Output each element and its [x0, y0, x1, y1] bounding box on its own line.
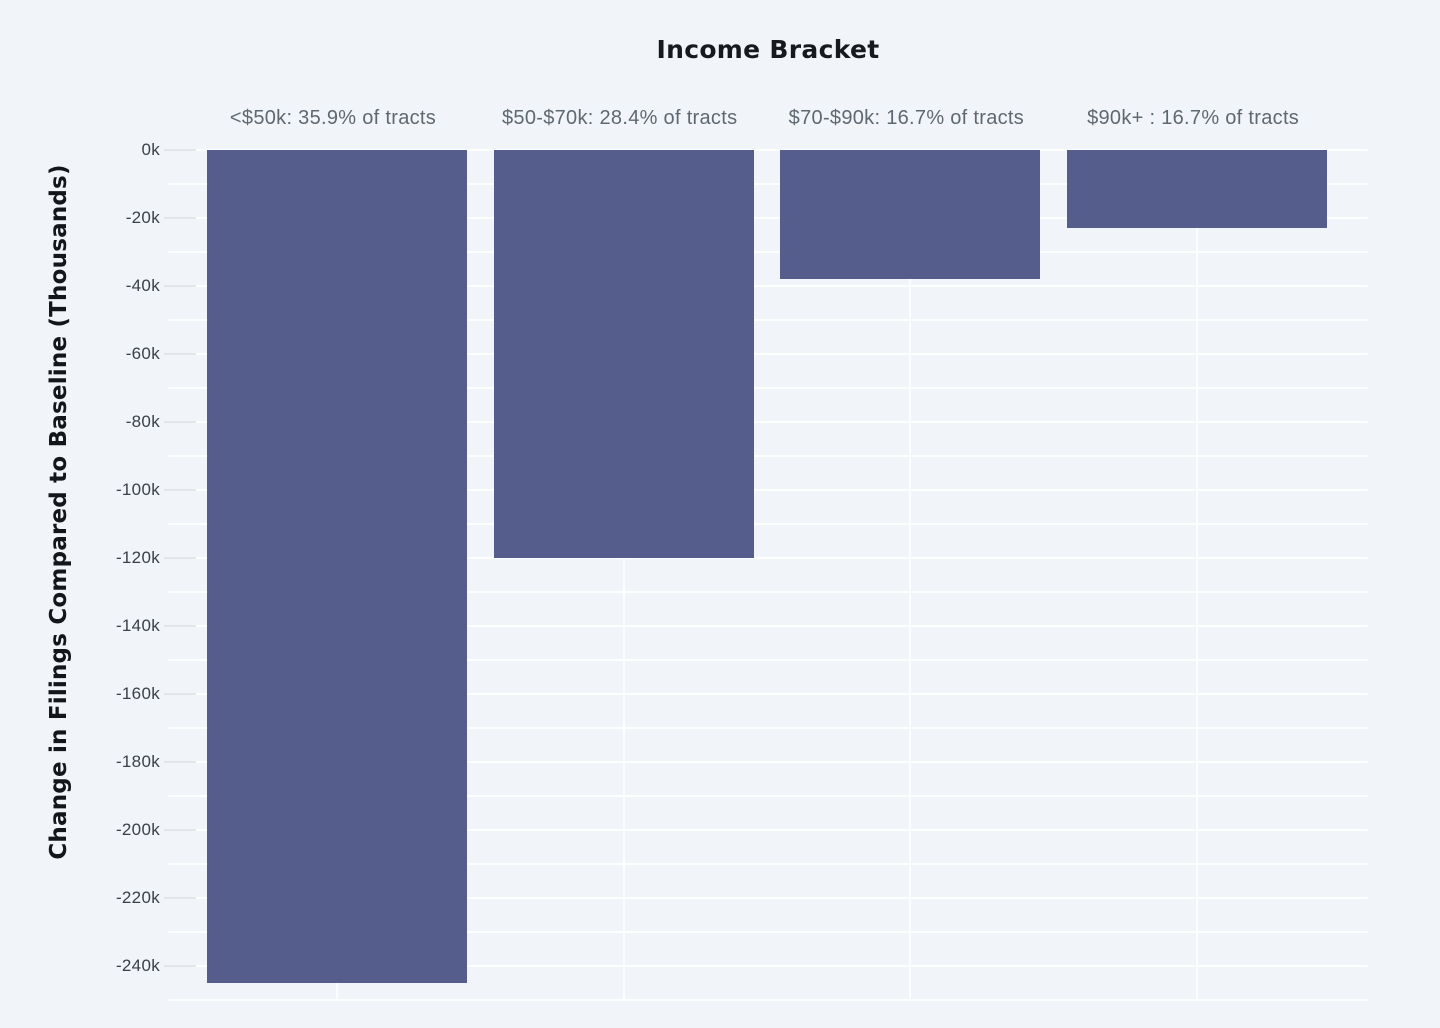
y-tick-label: -180k — [115, 752, 160, 771]
y-tick-mark — [164, 965, 196, 967]
y-tick-mark — [164, 829, 196, 831]
y-tick-mark — [164, 489, 196, 491]
gridline-horizontal — [168, 625, 1368, 627]
gridline-horizontal — [168, 693, 1368, 695]
y-tick-mark — [164, 693, 196, 695]
y-tick-label: -20k — [125, 208, 160, 227]
gridline-horizontal — [168, 523, 1368, 525]
y-tick-label: -80k — [125, 412, 160, 431]
gridline-horizontal — [168, 149, 1368, 151]
gridline-horizontal — [168, 965, 1368, 967]
gridline-horizontal — [168, 217, 1368, 219]
bar[interactable] — [207, 150, 467, 983]
gridline-vertical — [909, 150, 912, 1000]
y-tick-label: -140k — [115, 616, 160, 635]
gridline-horizontal — [168, 659, 1368, 661]
category-label: <$50k: 35.9% of tracts — [229, 107, 437, 129]
gridline-horizontal — [168, 897, 1368, 899]
y-tick-label: 0k — [141, 140, 160, 159]
gridline-horizontal — [168, 387, 1368, 389]
category-label: $90k+ : 16.7% of tracts — [1087, 107, 1300, 129]
bar[interactable] — [1067, 150, 1328, 229]
gridline-horizontal — [168, 999, 1368, 1001]
y-tick-mark — [164, 149, 196, 151]
y-tick-mark — [164, 421, 196, 423]
y-tick-mark — [164, 897, 196, 899]
gridline-horizontal — [168, 455, 1368, 457]
y-tick-label: -200k — [115, 820, 160, 839]
gridline-horizontal — [168, 829, 1368, 831]
bar[interactable] — [493, 150, 754, 558]
gridline-vertical — [622, 150, 625, 1000]
gridline-horizontal — [168, 353, 1368, 355]
gridline-horizontal — [168, 421, 1368, 423]
gridline-vertical — [1196, 150, 1199, 1000]
category-label: $50-$70k: 28.4% of tracts — [501, 107, 738, 129]
gridline-horizontal — [168, 931, 1368, 933]
y-tick-label: -60k — [125, 344, 160, 363]
gridline-horizontal — [168, 591, 1368, 593]
y-tick-mark — [164, 557, 196, 559]
gridline-horizontal — [168, 727, 1368, 729]
bar[interactable] — [780, 150, 1041, 280]
category-label: $70-$90k: 16.7% of tracts — [788, 107, 1025, 129]
y-tick-mark — [164, 217, 196, 219]
gridline-horizontal — [168, 489, 1368, 491]
y-tick-label: -240k — [115, 956, 160, 975]
gridline-horizontal — [168, 863, 1368, 865]
gridline-horizontal — [168, 285, 1368, 287]
gridline-horizontal — [168, 795, 1368, 797]
y-tick-mark — [164, 625, 196, 627]
y-tick-label: -160k — [115, 684, 160, 703]
y-tick-mark — [164, 761, 196, 763]
gridline-horizontal — [168, 557, 1368, 559]
y-tick-label: -220k — [115, 888, 160, 907]
x-axis-title: Income Bracket — [656, 35, 880, 64]
gridline-horizontal — [168, 251, 1368, 253]
y-tick-label: -40k — [125, 276, 160, 295]
y-tick-label: -120k — [115, 548, 160, 567]
y-tick-label: -100k — [115, 480, 160, 499]
gridline-horizontal — [168, 183, 1368, 185]
gridline-horizontal — [168, 761, 1368, 763]
y-tick-mark — [164, 285, 196, 287]
y-tick-mark — [164, 353, 196, 355]
gridline-horizontal — [168, 319, 1368, 321]
